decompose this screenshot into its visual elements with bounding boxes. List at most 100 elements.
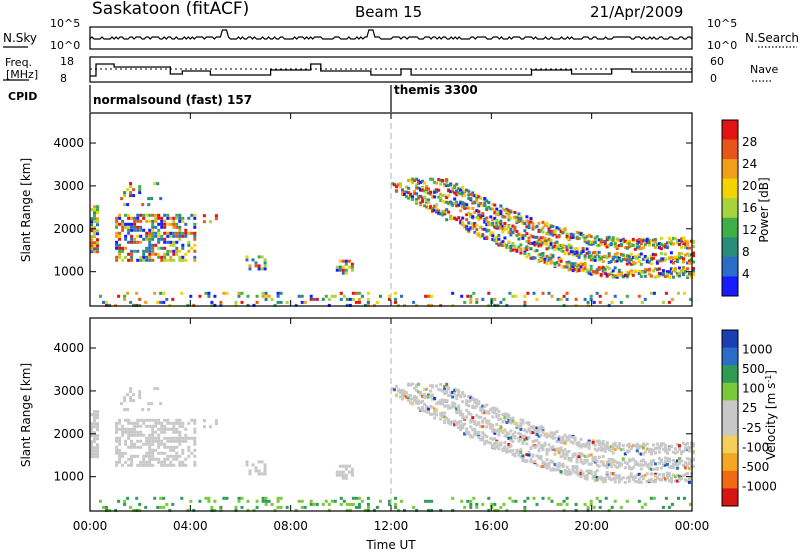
- data-cell: [388, 499, 391, 503]
- data-cell: [394, 291, 397, 295]
- data-cell: [613, 473, 617, 477]
- data-cell: [684, 473, 687, 477]
- data-cell: [555, 448, 559, 452]
- data-cell: [169, 240, 173, 244]
- data-cell: [115, 240, 119, 244]
- data-cell: [533, 226, 537, 229]
- data-cell: [121, 463, 125, 467]
- data-cell: [163, 252, 167, 256]
- data-cell: [659, 247, 663, 251]
- data-cell: [431, 209, 435, 213]
- data-cell: [587, 242, 591, 246]
- data-cell: [160, 463, 164, 467]
- data-cell: [599, 266, 603, 270]
- data-cell: [497, 213, 501, 217]
- data-cell: [90, 238, 93, 242]
- data-cell: [142, 454, 146, 458]
- data-cell: [684, 242, 687, 246]
- data-cell: [136, 228, 140, 232]
- data-cell: [435, 203, 439, 207]
- data-cell: [527, 246, 531, 250]
- data-cell: [577, 452, 581, 456]
- data-cell: [587, 462, 591, 466]
- data-cell: [503, 418, 507, 422]
- data-cell: [563, 433, 567, 437]
- data-cell: [495, 224, 499, 228]
- data-cell: [160, 219, 164, 223]
- data-cell: [397, 389, 400, 393]
- data-cell: [525, 239, 529, 243]
- data-cell: [187, 249, 191, 253]
- data-cell: [312, 297, 316, 301]
- data-cell: [655, 446, 659, 450]
- data-cell: [551, 246, 555, 250]
- data-cell: [561, 454, 565, 458]
- data-cell: [553, 463, 557, 467]
- data-cell: [659, 236, 663, 240]
- data-cell: [443, 415, 447, 419]
- data-cell: [665, 457, 669, 460]
- data-cell: [503, 412, 507, 416]
- data-cell: [637, 477, 641, 481]
- data-cell: [471, 428, 475, 432]
- data-cell: [575, 470, 579, 474]
- data-cell: [142, 216, 146, 220]
- data-cell: [142, 418, 146, 422]
- data-cell: [96, 446, 99, 450]
- data-cell: [591, 240, 595, 244]
- data-cell: [121, 433, 125, 437]
- data-cell: [172, 427, 176, 431]
- data-cell: [613, 275, 617, 279]
- data-cell: [471, 191, 475, 195]
- data-cell: [178, 460, 182, 464]
- data-cell: [587, 441, 591, 445]
- data-cell: [553, 241, 557, 245]
- data-cell: [395, 185, 398, 189]
- data-cell: [347, 259, 351, 263]
- data-cell: [294, 508, 298, 512]
- data-cell: [403, 391, 406, 395]
- data-cell: [115, 463, 119, 467]
- data-cell: [469, 435, 473, 439]
- data-cell: [615, 251, 619, 255]
- data-cell: [539, 229, 543, 233]
- data-cell: [619, 462, 623, 466]
- data-cell: [615, 247, 619, 250]
- colorbar-tick-label: 16: [742, 201, 757, 215]
- data-cell: [673, 255, 677, 259]
- data-cell: [449, 421, 453, 425]
- data-cell: [115, 258, 119, 262]
- data-cell: [667, 479, 671, 483]
- data-cell: [493, 406, 497, 410]
- cpid-label: CPID: [8, 90, 37, 103]
- data-cell: [175, 451, 179, 455]
- data-cell: [532, 496, 536, 500]
- data-cell: [429, 389, 433, 393]
- data-cell: [427, 395, 431, 398]
- data-cell: [663, 477, 667, 481]
- data-cell: [115, 216, 119, 220]
- data-cell: [166, 454, 170, 458]
- data-cell: [461, 205, 465, 209]
- data-cell: [471, 207, 475, 210]
- data-cell: [597, 455, 601, 459]
- data-cell: [649, 459, 653, 463]
- data-cell: [575, 267, 579, 271]
- data-cell: [625, 462, 629, 466]
- data-cell: [669, 260, 673, 264]
- data-cell: [248, 472, 252, 476]
- data-cell: [661, 273, 665, 277]
- data-cell: [193, 454, 197, 458]
- data-cell: [515, 233, 519, 237]
- data-cell: [523, 252, 527, 255]
- data-cell: [168, 303, 172, 307]
- data-cell: [151, 243, 155, 247]
- data-cell: [593, 241, 597, 244]
- data-cell: [533, 235, 537, 239]
- data-cell: [579, 472, 583, 476]
- data-cell: [471, 404, 475, 408]
- data-cell: [479, 415, 483, 419]
- data-cell: [659, 466, 663, 470]
- data-cell: [515, 450, 519, 454]
- data-cell: [451, 217, 455, 221]
